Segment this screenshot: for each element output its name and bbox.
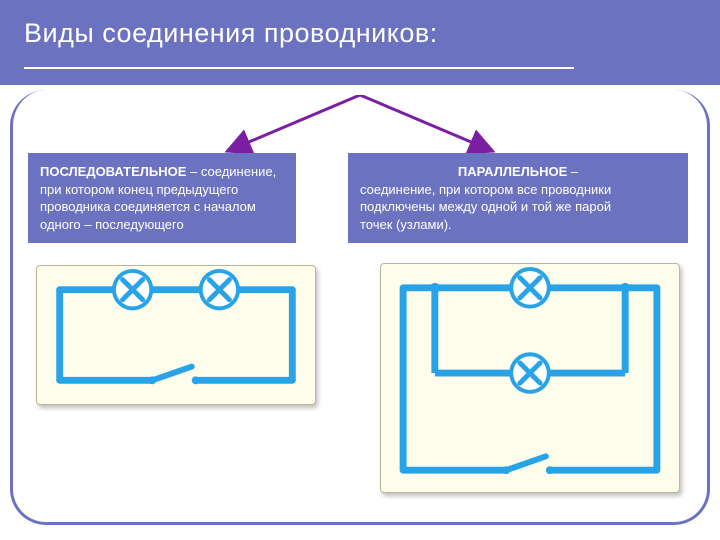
branching-arrows (200, 95, 520, 160)
content-area: ПОСЛЕДОВАТЕЛЬНОЕ – соединение, при котор… (0, 85, 720, 540)
series-description-box: ПОСЛЕДОВАТЕЛЬНОЕ – соединение, при котор… (28, 153, 296, 243)
parallel-circuit-diagram (381, 264, 679, 492)
slide-title: Виды соединения проводников: (24, 18, 696, 49)
title-underline (24, 67, 574, 69)
series-circuit-diagram (37, 266, 315, 404)
series-circuit-panel (36, 265, 316, 405)
sep2: – (567, 164, 578, 179)
series-title: ПОСЛЕДОВАТЕЛЬНОЕ (40, 164, 186, 179)
parallel-circuit-panel (380, 263, 680, 493)
sep: – (186, 164, 200, 179)
parallel-title: ПАРАЛЛЕЛЬНОЕ (458, 164, 567, 179)
parallel-description-box: ПАРАЛЛЕЛЬНОЕ – соединение, при котором в… (348, 153, 688, 243)
parallel-body: соединение, при котором все проводники п… (360, 182, 611, 232)
slide-header: Виды соединения проводников: (0, 0, 720, 85)
